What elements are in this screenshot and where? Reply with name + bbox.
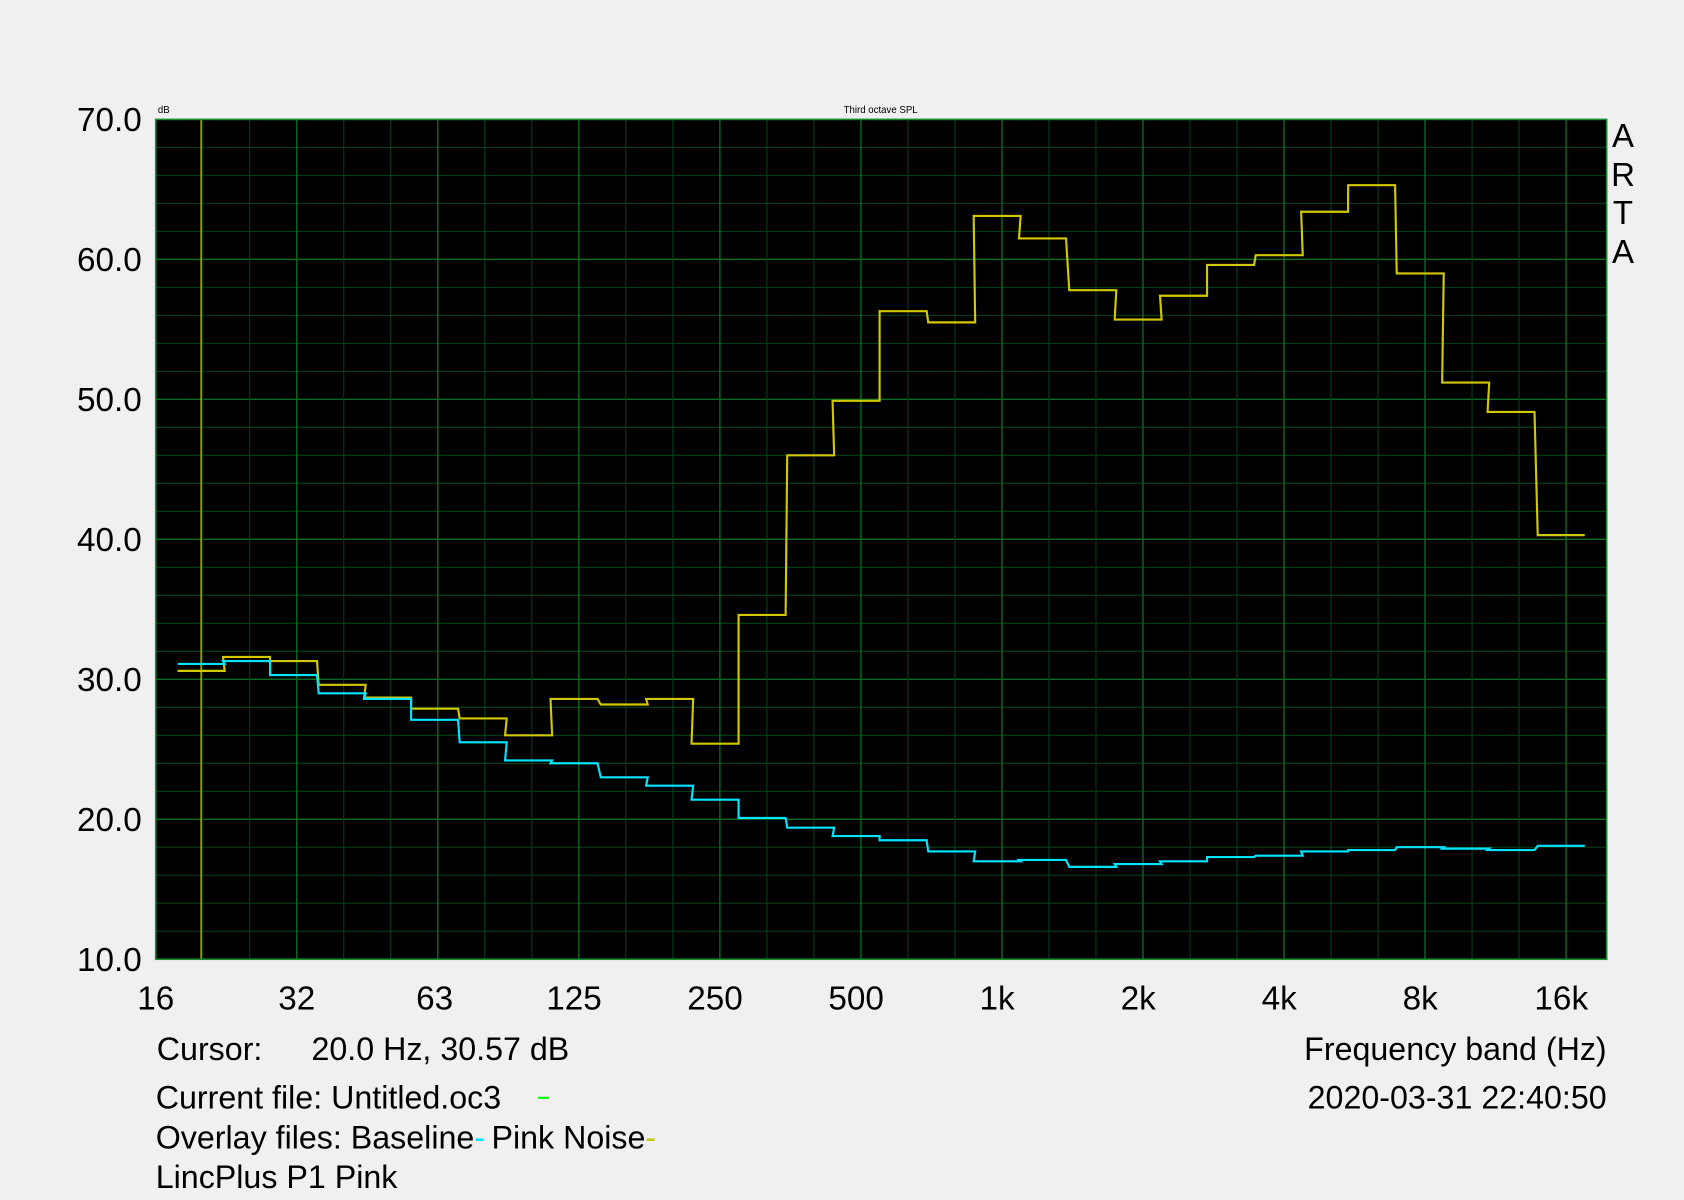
y-tick-label: 30.0 bbox=[77, 662, 142, 699]
grid bbox=[155, 119, 1607, 960]
x-tick-label: 8k bbox=[1403, 981, 1439, 1018]
x-tick-label: 1k bbox=[980, 981, 1016, 1018]
x-tick-label: 500 bbox=[828, 981, 884, 1018]
x-axis-label: Frequency band (Hz) bbox=[1304, 1031, 1607, 1067]
overlay-baseline-swatch: - bbox=[474, 1119, 485, 1155]
arta-logo: ARTA bbox=[1611, 117, 1635, 270]
datetime: 2020-03-31 22:40:50 bbox=[1308, 1080, 1607, 1116]
plot-frame bbox=[154, 118, 1608, 961]
x-tick-label: 16 bbox=[137, 981, 174, 1018]
measurement-note: LincPlus P1 Pink bbox=[156, 1159, 399, 1195]
y-axis-unit: dB bbox=[158, 105, 170, 116]
series-baseline bbox=[177, 660, 1585, 868]
y-axis-ticks: 10.0 20.0 30.0 40.0 50.0 60.0 70.0 bbox=[77, 102, 142, 979]
y-tick-label: 10.0 bbox=[77, 942, 142, 979]
x-axis-ticks: 16 32 63 125 250 500 1k 2k 4k 8k 16k bbox=[137, 981, 1588, 1018]
overlay-baseline: Overlay files: Baseline bbox=[156, 1119, 475, 1155]
x-tick-label: 32 bbox=[278, 981, 315, 1018]
x-tick-label: 250 bbox=[687, 981, 743, 1018]
current-file-swatch bbox=[538, 1096, 549, 1099]
y-tick-label: 40.0 bbox=[77, 522, 142, 559]
cursor-readout: 20.0 Hz, 30.57 dB bbox=[311, 1031, 569, 1067]
y-tick-label: 50.0 bbox=[77, 382, 142, 419]
y-tick-label: 70.0 bbox=[77, 102, 142, 139]
x-tick-label: 16k bbox=[1534, 981, 1588, 1018]
y-tick-label: 20.0 bbox=[77, 802, 142, 839]
overlay-files: Overlay files: Baseline- Pink Noise- bbox=[156, 1119, 656, 1155]
x-tick-label: 63 bbox=[416, 981, 453, 1018]
overlay-pink-noise: Pink Noise bbox=[491, 1119, 645, 1155]
x-tick-label: 2k bbox=[1121, 981, 1157, 1018]
x-tick-label: 4k bbox=[1262, 981, 1298, 1018]
x-tick-label: 125 bbox=[546, 981, 602, 1018]
current-file: Current file: Untitled.oc3 bbox=[156, 1080, 501, 1116]
cursor-label: Cursor: bbox=[157, 1031, 263, 1067]
y-tick-label: 60.0 bbox=[77, 242, 142, 279]
overlay-pink-noise-swatch: - bbox=[645, 1119, 656, 1155]
chart-title: Third octave SPL bbox=[844, 105, 919, 116]
series-layer bbox=[177, 119, 1585, 960]
